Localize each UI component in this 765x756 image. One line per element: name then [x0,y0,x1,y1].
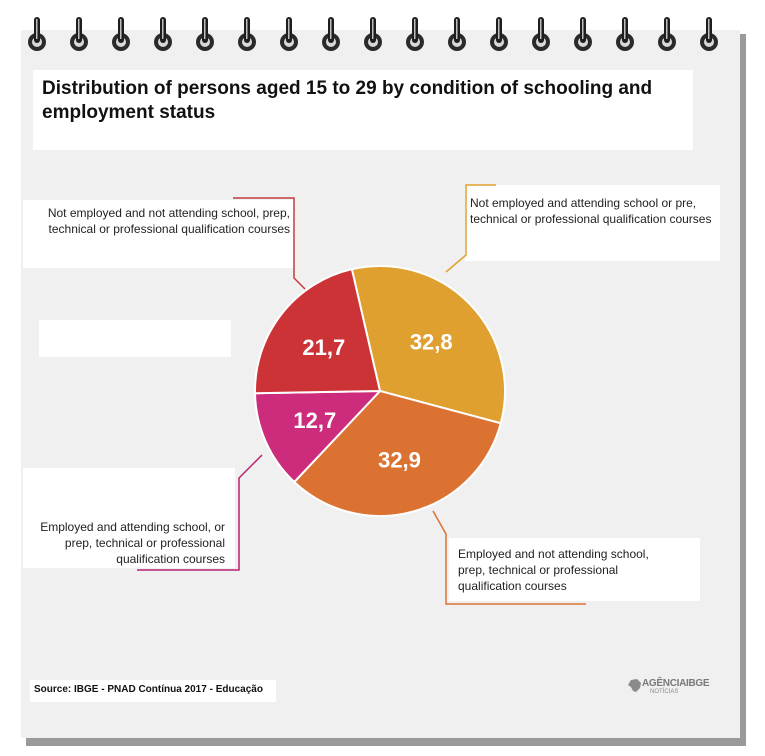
title-box [33,70,693,150]
slice-value-label: 32,8 [410,329,453,354]
binder-ring [322,17,340,51]
binder-ring [28,17,46,51]
binder-ring [70,17,88,51]
binder-ring [448,17,466,51]
binder-ring [280,17,298,51]
binder-ring [406,17,424,51]
slice-not-employed-not-attending [254,268,382,395]
binder-ring [532,17,550,51]
source-box: Source: IBGE - PNAD Contínua 2017 - Educ… [30,680,276,702]
binder-ring [700,17,718,51]
slice-employed-not-attending [292,389,502,517]
binder-ring [658,17,676,51]
label-box-employed-attending [23,468,235,568]
chart-title: Distribution of persons aged 15 to 29 by… [42,78,653,123]
slice-value-label: 12,7 [293,408,336,433]
logo-subtitle: NOTÍCIAS [650,689,679,695]
label-box-employed-not-attending [449,538,700,601]
logo-title: AGÊNCIAIBGE [642,678,710,689]
slice-not-employed-attending [350,265,506,425]
agencia-ibge-logo: AGÊNCIAIBGE NOTÍCIAS [628,677,718,699]
slice-label-employed-attending: Employed and attending school, or prep, … [40,520,225,566]
binder-ring [574,17,592,51]
source-text: Source: IBGE - PNAD Contínua 2017 - Educ… [34,684,263,695]
slice-label-not-employed-attending: Not employed and attending school or pre… [470,196,712,226]
label-box-not-employed-not-attending [23,200,295,268]
slice-label-employed-not-attending: Employed and not attending school, prep,… [458,547,649,593]
slice-value-label: 32,9 [378,448,421,473]
binder-ring [616,17,634,51]
binder-ring [112,17,130,51]
leader-line [233,197,306,290]
brazil-map-icon [628,679,641,692]
binder-ring [238,17,256,51]
binder-ring [490,17,508,51]
leader-line [137,454,263,571]
leader-line [445,184,496,273]
leader-line [432,510,586,605]
slice-label-not-employed-not-attending: Not employed and not attending school, p… [47,206,290,236]
slice-employed-attending [254,389,383,484]
binder-ring [364,17,382,51]
blank-box [39,320,231,357]
slice-value-label: 21,7 [302,335,345,360]
label-box-not-employed-attending [465,185,720,261]
binder-rings [28,17,718,51]
binder-ring [154,17,172,51]
binder-ring [196,17,214,51]
